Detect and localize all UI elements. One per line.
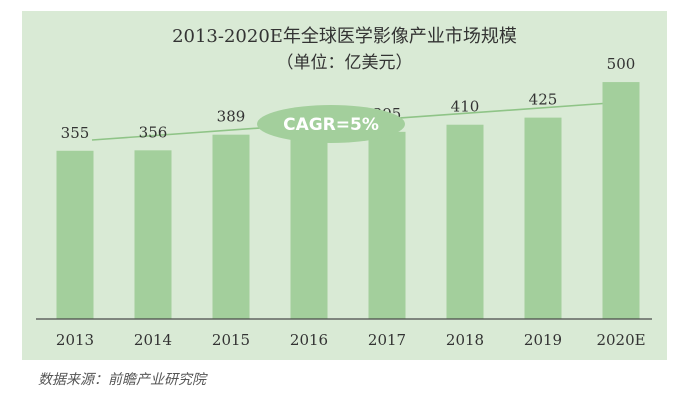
cagr-label: CAGR=5% [283,115,379,135]
category-label-2015: 2015 [212,331,250,349]
bar-2013 [56,150,94,319]
bar-2018 [446,124,484,319]
category-label-2018: 2018 [446,331,484,349]
value-label-2018: 410 [451,98,480,116]
bar-2020E [602,82,640,319]
category-label-2014: 2014 [134,331,172,349]
category-label-2016: 2016 [290,331,328,349]
value-label-2013: 355 [61,124,90,142]
category-label-2020E: 2020E [596,331,645,349]
bar-2015 [212,134,250,319]
chart-title: 2013-2020E年全球医学影像产业市场规模 [172,26,517,47]
bar-2014 [134,150,172,319]
category-label-2017: 2017 [368,331,406,349]
source-note: 数据来源：前瞻产业研究院 [38,372,206,388]
value-label-2020E: 500 [607,55,636,73]
category-label-2013: 2013 [56,331,94,349]
category-label-2019: 2019 [524,331,562,349]
cagr-badge [257,105,405,143]
chart-panel: 3552013356201438920153922016395201741020… [22,11,667,360]
bar-chart: 3552013356201438920153922016395201741020… [36,55,652,349]
value-label-2015: 389 [217,108,246,126]
bar-2019 [524,117,562,319]
bar-2017 [368,131,406,319]
value-label-2019: 425 [529,91,558,109]
value-label-2014: 356 [139,123,168,141]
bar-2016 [290,133,328,319]
chart-subtitle: （单位：亿美元） [276,53,413,73]
